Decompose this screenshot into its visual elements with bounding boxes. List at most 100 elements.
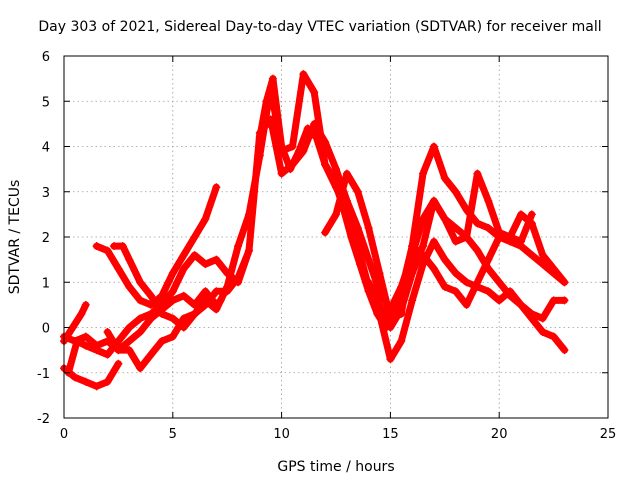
data-point xyxy=(560,296,569,305)
data-point xyxy=(321,160,330,169)
data-point xyxy=(375,269,384,278)
data-point xyxy=(484,255,493,264)
data-point xyxy=(201,296,210,305)
data-point xyxy=(125,255,134,264)
data-point xyxy=(299,70,308,79)
data-point xyxy=(223,282,232,291)
data-point xyxy=(92,242,101,251)
data-point xyxy=(527,210,536,219)
data-point xyxy=(364,223,373,232)
data-point xyxy=(516,210,525,219)
data-point xyxy=(386,355,395,364)
data-point xyxy=(179,264,188,273)
data-point xyxy=(399,278,408,287)
y-tick-label: 3 xyxy=(42,186,50,201)
data-point xyxy=(190,233,199,241)
data-point xyxy=(136,296,145,305)
data-point xyxy=(516,300,525,309)
y-axis-label: SDTVAR / TECUs xyxy=(7,180,23,295)
series-arc-1 xyxy=(60,300,90,346)
data-point xyxy=(179,291,188,300)
data-point xyxy=(451,187,460,196)
data-point xyxy=(168,332,177,341)
data-point xyxy=(168,269,177,278)
data-point xyxy=(364,255,373,264)
data-point xyxy=(81,341,90,350)
x-tick-label: 25 xyxy=(600,427,617,442)
data-point xyxy=(560,278,569,287)
y-tick-label: 2 xyxy=(42,231,50,246)
data-point xyxy=(347,233,356,241)
data-point xyxy=(212,305,221,314)
data-point xyxy=(110,242,119,251)
data-point xyxy=(353,187,362,196)
axis-ticks xyxy=(63,55,609,419)
data-point xyxy=(527,251,536,260)
data-point xyxy=(451,287,460,296)
chart-title: Day 303 of 2021, Sidereal Day-to-day VTE… xyxy=(38,19,601,35)
x-tick-label: 20 xyxy=(491,427,508,442)
data-point xyxy=(538,328,547,337)
series-trace xyxy=(60,360,122,390)
data-point xyxy=(244,246,253,255)
data-point xyxy=(419,251,428,260)
data-point xyxy=(560,346,569,355)
data-point xyxy=(212,183,221,192)
data-point xyxy=(179,314,188,323)
data-point xyxy=(286,165,295,174)
data-point xyxy=(201,287,210,296)
y-tick-label: 1 xyxy=(42,276,50,291)
x-tick-label: 10 xyxy=(273,427,290,442)
y-tick-label: 6 xyxy=(42,50,50,65)
data-point xyxy=(157,337,166,346)
data-point xyxy=(92,346,101,355)
data-point xyxy=(332,210,340,219)
data-point xyxy=(495,296,504,305)
data-point xyxy=(462,233,471,241)
data-point xyxy=(125,323,134,332)
data-point xyxy=(451,237,460,246)
y-tick-label: 4 xyxy=(42,141,50,156)
data-series xyxy=(60,70,569,391)
data-point xyxy=(125,282,134,291)
data-point xyxy=(473,278,482,287)
data-point xyxy=(310,88,319,97)
data-point xyxy=(136,364,145,373)
data-point xyxy=(408,242,417,251)
data-point xyxy=(77,309,86,318)
data-point xyxy=(262,97,271,106)
data-point xyxy=(201,260,210,269)
data-point xyxy=(451,269,460,278)
data-point xyxy=(516,242,525,251)
data-point xyxy=(462,300,471,309)
data-point xyxy=(408,269,417,278)
data-point xyxy=(440,214,449,223)
data-point xyxy=(329,174,338,183)
data-point xyxy=(179,251,188,260)
data-point xyxy=(338,201,347,210)
y-tick-label: 0 xyxy=(42,322,50,337)
data-point xyxy=(73,337,82,346)
data-point xyxy=(473,246,482,255)
data-point xyxy=(168,314,177,323)
data-point xyxy=(495,278,504,287)
data-point xyxy=(538,314,547,323)
data-point xyxy=(212,255,221,264)
data-point xyxy=(268,74,277,83)
data-point xyxy=(332,165,340,174)
data-point xyxy=(484,196,493,205)
data-point xyxy=(103,328,112,337)
data-point xyxy=(429,237,438,246)
data-point xyxy=(506,237,515,246)
data-point xyxy=(549,269,558,278)
data-point xyxy=(168,287,177,296)
data-point xyxy=(157,309,166,318)
data-point xyxy=(549,296,558,305)
series-trace xyxy=(60,287,225,354)
data-point xyxy=(321,228,330,237)
data-point xyxy=(114,359,123,368)
data-point xyxy=(244,210,253,219)
data-point xyxy=(125,346,134,355)
data-point xyxy=(506,287,515,296)
